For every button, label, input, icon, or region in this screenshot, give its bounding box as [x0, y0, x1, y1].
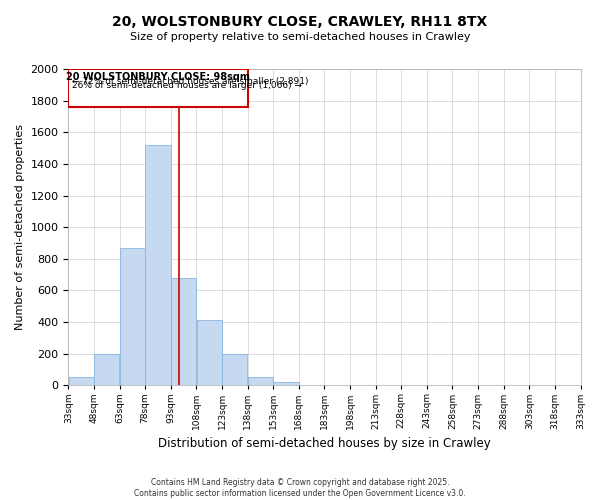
Bar	[299, 384, 324, 386]
Bar	[68, 69, 248, 107]
Bar	[325, 384, 350, 386]
Text: Size of property relative to semi-detached houses in Crawley: Size of property relative to semi-detach…	[130, 32, 470, 42]
Bar	[145, 145, 170, 386]
Bar	[197, 320, 222, 386]
Y-axis label: Number of semi-detached properties: Number of semi-detached properties	[15, 124, 25, 330]
Bar	[222, 354, 247, 386]
Text: 20 WOLSTONBURY CLOSE: 98sqm: 20 WOLSTONBURY CLOSE: 98sqm	[66, 72, 250, 82]
Bar	[94, 354, 119, 386]
Bar	[248, 378, 273, 386]
Bar	[350, 384, 376, 386]
Bar	[274, 382, 299, 386]
Text: 26% of semi-detached houses are larger (1,066) →: 26% of semi-detached houses are larger (…	[72, 81, 302, 90]
Text: Contains HM Land Registry data © Crown copyright and database right 2025.
Contai: Contains HM Land Registry data © Crown c…	[134, 478, 466, 498]
Text: 20, WOLSTONBURY CLOSE, CRAWLEY, RH11 8TX: 20, WOLSTONBURY CLOSE, CRAWLEY, RH11 8TX	[112, 15, 488, 29]
Text: ← 72% of semi-detached houses are smaller (2,891): ← 72% of semi-detached houses are smalle…	[72, 77, 308, 86]
Bar	[120, 248, 145, 386]
X-axis label: Distribution of semi-detached houses by size in Crawley: Distribution of semi-detached houses by …	[158, 437, 491, 450]
Bar	[171, 278, 196, 386]
Bar	[68, 378, 94, 386]
